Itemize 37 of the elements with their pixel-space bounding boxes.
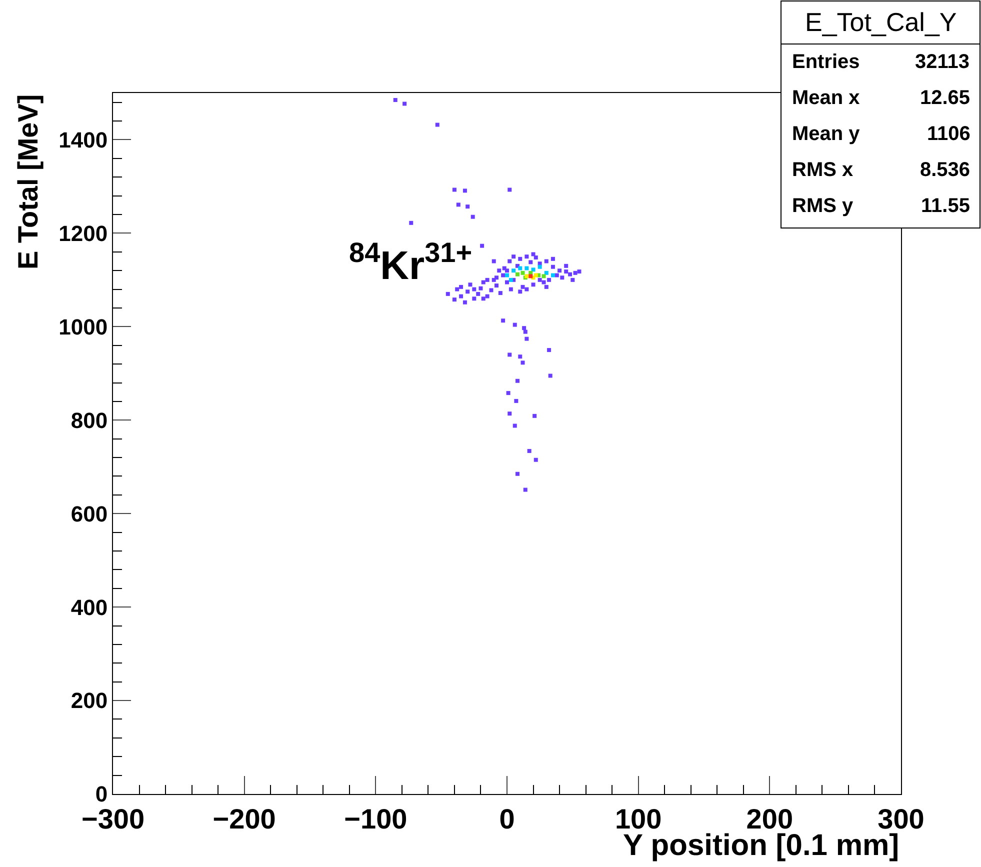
point xyxy=(528,274,533,278)
y-tick-label: 200 xyxy=(70,688,108,714)
point xyxy=(505,273,509,278)
y-axis-title: E Total [MeV] xyxy=(12,94,44,270)
annotation: Mean y xyxy=(792,123,861,145)
text: 1106 xyxy=(927,123,970,145)
point xyxy=(520,270,525,275)
y-tick-label: 1000 xyxy=(58,314,108,340)
x-tick-label: −200 xyxy=(212,804,276,835)
point xyxy=(531,268,536,272)
point xyxy=(524,266,529,270)
point xyxy=(518,266,522,270)
y-tick-label: 600 xyxy=(70,501,108,526)
annotation: $^{84}$Kr$^{31+}$ xyxy=(349,237,472,288)
annotation: RMS y xyxy=(792,195,854,217)
x-tick-label: −100 xyxy=(344,804,408,835)
chart-title: E_Tot_Cal_Y xyxy=(805,7,957,37)
point xyxy=(512,268,516,273)
point xyxy=(542,274,546,278)
text: Entries xyxy=(792,51,860,73)
text: 8.536 xyxy=(920,159,970,181)
point xyxy=(538,264,542,269)
annotation: Mean x xyxy=(792,87,860,109)
point xyxy=(508,278,513,282)
x-tick-label: 0 xyxy=(499,804,515,835)
y-tick-label: 800 xyxy=(70,408,108,433)
text: 32113 xyxy=(915,51,970,73)
point xyxy=(534,273,538,278)
point xyxy=(544,270,548,275)
point xyxy=(550,273,555,278)
annotation: RMS x xyxy=(792,159,854,181)
y-tick-label: 1200 xyxy=(58,220,108,246)
text: 11.55 xyxy=(921,195,970,217)
point xyxy=(516,272,520,276)
y-tick-label: 1400 xyxy=(58,127,108,152)
y-tick-label: 400 xyxy=(70,594,108,620)
text: 12.65 xyxy=(920,87,970,109)
